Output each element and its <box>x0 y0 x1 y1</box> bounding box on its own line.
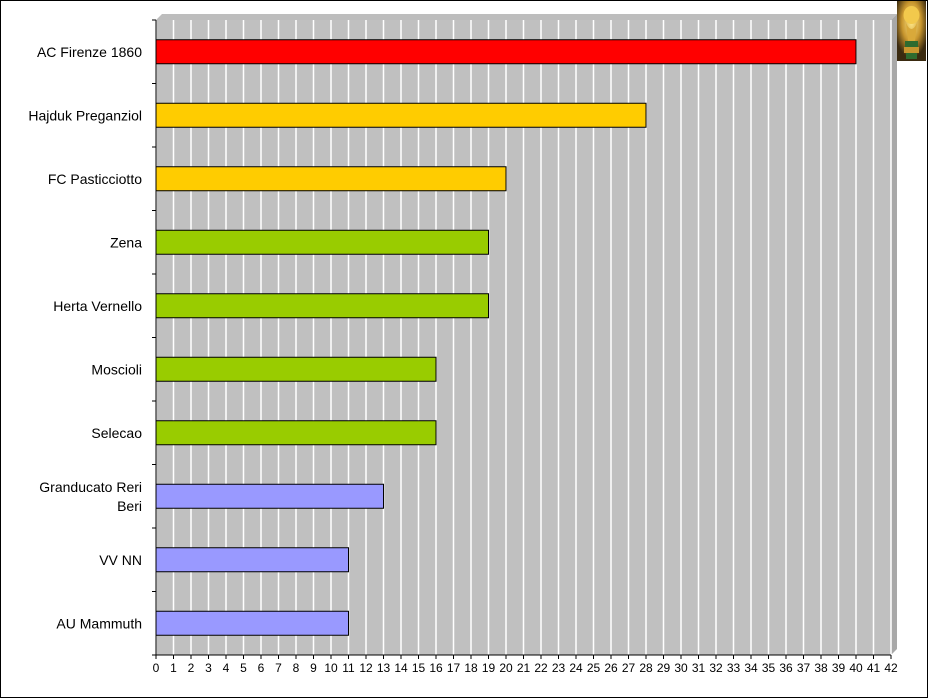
x-tick-label: 36 <box>779 661 793 675</box>
bar <box>155 166 507 192</box>
bar <box>155 229 489 255</box>
bar <box>155 293 489 319</box>
x-tick-label: 41 <box>867 661 881 675</box>
x-tick-label: 27 <box>622 661 636 675</box>
x-tick-label: 2 <box>188 661 195 675</box>
x-tick-label: 29 <box>657 661 671 675</box>
bar <box>155 483 384 509</box>
category-label: Herta Vernello <box>53 298 142 314</box>
x-tick-label: 18 <box>464 661 478 675</box>
x-tick-label: 38 <box>814 661 828 675</box>
x-tick-label: 25 <box>587 661 601 675</box>
category-label: AC Firenze 1860 <box>37 44 142 60</box>
plot-top-edge <box>156 14 897 20</box>
category-label: Granducato Reri Beri <box>39 479 142 514</box>
x-tick-label: 0 <box>153 661 160 675</box>
x-tick-label: 6 <box>258 661 265 675</box>
trophy-icon <box>897 1 926 61</box>
x-tick-label: 23 <box>552 661 566 675</box>
bar <box>155 420 437 446</box>
category-label: Hajduk Preganziol <box>28 107 142 123</box>
category-label: AU Mammuth <box>56 615 142 631</box>
category-label: Selecao <box>91 425 142 441</box>
x-tick-label: 13 <box>377 661 391 675</box>
bar <box>155 547 349 573</box>
bar <box>155 610 349 636</box>
x-tick-label: 42 <box>884 661 898 675</box>
x-tick-label: 5 <box>240 661 247 675</box>
category-label: Zena <box>110 234 142 250</box>
plot-right-wall <box>891 14 897 655</box>
x-tick-label: 34 <box>744 661 758 675</box>
x-tick-label: 39 <box>832 661 846 675</box>
x-tick-label: 35 <box>762 661 776 675</box>
x-tick-label: 37 <box>797 661 811 675</box>
x-tick-label: 30 <box>674 661 688 675</box>
x-tick-label: 4 <box>223 661 230 675</box>
category-label: VV NN <box>99 552 142 568</box>
x-tick-label: 28 <box>639 661 653 675</box>
x-tick-label: 19 <box>482 661 496 675</box>
x-tick-label: 20 <box>499 661 513 675</box>
x-tick-label: 32 <box>709 661 723 675</box>
x-tick-label: 17 <box>447 661 461 675</box>
x-tick-label: 31 <box>692 661 706 675</box>
x-tick-label: 15 <box>412 661 426 675</box>
x-tick-label: 16 <box>429 661 443 675</box>
x-tick-label: 12 <box>359 661 373 675</box>
x-tick-label: 8 <box>293 661 300 675</box>
bar <box>155 39 857 65</box>
x-tick-label: 9 <box>310 661 317 675</box>
x-tick-label: 24 <box>569 661 583 675</box>
category-label: FC Pasticciotto <box>48 171 142 187</box>
x-tick-label: 26 <box>604 661 618 675</box>
x-tick-label: 7 <box>275 661 282 675</box>
x-tick-label: 22 <box>534 661 548 675</box>
x-tick-label: 14 <box>394 661 408 675</box>
x-tick-label: 3 <box>205 661 212 675</box>
bar <box>155 102 647 128</box>
bar <box>155 356 437 382</box>
x-tick-label: 11 <box>342 661 355 675</box>
x-tick-label: 21 <box>517 661 531 675</box>
category-label: Moscioli <box>91 361 142 377</box>
x-tick-label: 10 <box>324 661 338 675</box>
x-tick-label: 1 <box>170 661 177 675</box>
x-tick-label: 40 <box>849 661 863 675</box>
x-tick-label: 33 <box>727 661 741 675</box>
